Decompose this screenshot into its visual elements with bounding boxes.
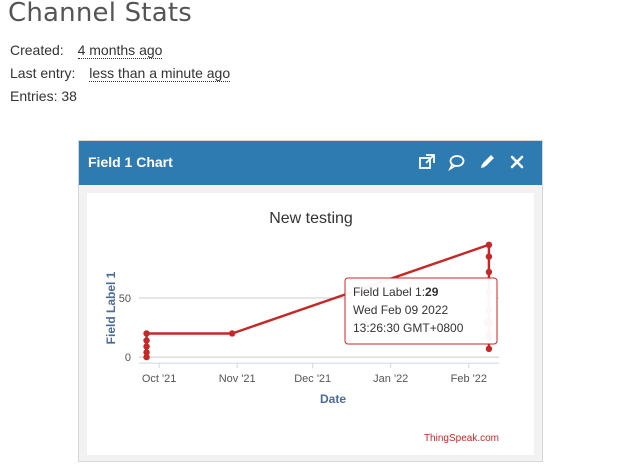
pencil-icon[interactable] xyxy=(477,152,497,172)
created-value: 4 months ago xyxy=(77,42,163,59)
tooltip-date: Wed Feb 09 2022 xyxy=(353,303,449,317)
y-tick-label: 50 xyxy=(119,293,131,305)
data-point[interactable] xyxy=(228,330,236,337)
panel-title: Field 1 Chart xyxy=(88,154,173,170)
chart-panel: Field 1 Chart New te xyxy=(78,140,543,462)
data-point[interactable] xyxy=(485,345,493,353)
tooltip-label: Field Label 1:29 xyxy=(353,285,439,299)
data-point[interactable] xyxy=(143,337,150,344)
chart-panel-header: Field 1 Chart xyxy=(79,141,542,185)
data-point[interactable] xyxy=(143,349,150,356)
tooltip-box xyxy=(344,277,498,345)
last-entry-row: Last entry: less than a minute ago xyxy=(10,65,231,82)
line-chart[interactable]: New testing 0 50 Oct '21 Nov '21 Dec '21 Jan '… xyxy=(87,193,534,455)
external-link-icon[interactable] xyxy=(417,152,437,172)
page-title: Channel Stats xyxy=(8,0,192,28)
x-axis-title: Date xyxy=(320,392,346,406)
data-point[interactable] xyxy=(143,343,150,350)
y-axis-title: Field Label 1 xyxy=(104,271,118,344)
data-point[interactable] xyxy=(485,268,493,276)
data-point[interactable] xyxy=(485,241,493,249)
last-entry-value: less than a minute ago xyxy=(89,65,231,82)
close-icon[interactable] xyxy=(507,152,527,172)
data-point[interactable] xyxy=(143,353,150,361)
data-point[interactable] xyxy=(485,253,493,260)
tooltip-series-label: Field Label 1: xyxy=(353,285,425,299)
comment-icon[interactable] xyxy=(447,152,467,172)
chart-credit: ThingSpeak.com xyxy=(424,433,499,444)
x-tick-label: Oct '21 xyxy=(142,373,177,385)
x-tick-label: Nov '21 xyxy=(219,373,256,385)
tooltip-time: 13:26:30 GMT+0800 xyxy=(353,321,464,335)
x-tick-label: Dec '21 xyxy=(294,373,331,385)
chart-area: New testing 0 50 Oct '21 Nov '21 Dec '21 Jan '… xyxy=(87,193,534,455)
entries-count: Entries: 38 xyxy=(10,88,77,104)
data-point[interactable] xyxy=(143,330,150,337)
x-tick-label: Jan '22 xyxy=(373,373,408,385)
chart-title: New testing xyxy=(269,210,353,227)
tooltip-value: 29 xyxy=(425,285,439,299)
x-tick-label: Feb '22 xyxy=(451,373,487,385)
last-entry-label: Last entry: xyxy=(10,65,76,81)
created-label: Created: xyxy=(10,42,64,58)
created-row: Created: 4 months ago xyxy=(10,42,163,59)
y-tick-label: 0 xyxy=(125,352,131,364)
